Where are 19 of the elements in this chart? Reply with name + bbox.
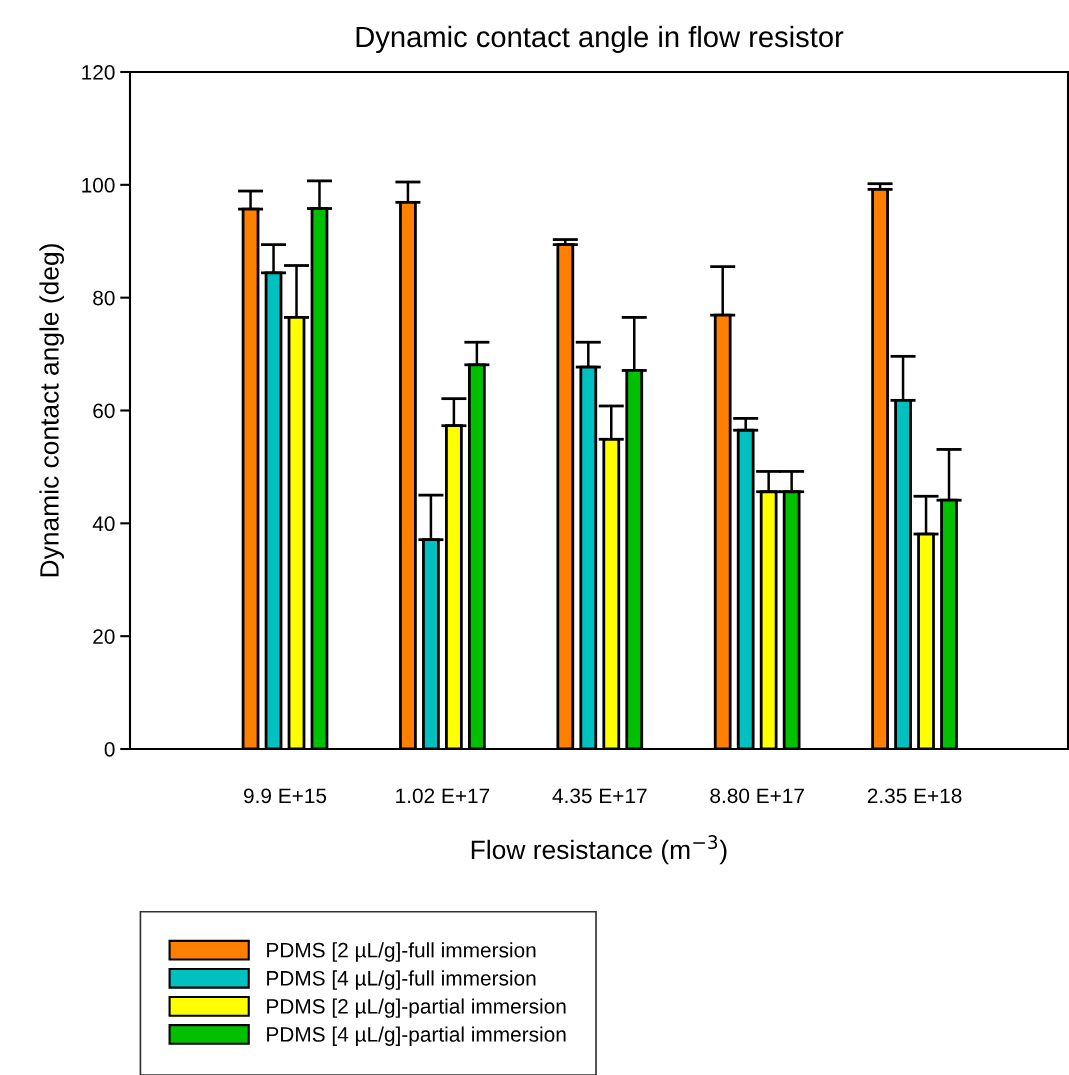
x-tick-label: 2.35 E+18 (867, 788, 962, 804)
y-tick-label: 100 (82, 177, 115, 193)
y-tick-label: 0 (104, 742, 115, 757)
y-axis-title: Dynamic contact angle (deg) (39, 244, 64, 577)
x-tick-label: 8.80 E+17 (710, 788, 804, 804)
legend-label: PDMS [4 µL/g]-partial immersion (267, 1026, 566, 1046)
x-tick-label: 4.35 E+17 (552, 788, 647, 804)
y-tick-label: 80 (93, 290, 115, 306)
x-tick-label: 1.02 E+17 (396, 788, 490, 804)
y-tick-label: 120 (82, 65, 115, 80)
y-tick-label: 40 (92, 516, 115, 532)
legend-label: PDMS [4 µL/g]-full immersion (267, 970, 536, 990)
legend-label: PDMS [2 µL/g]-full immersion (267, 942, 536, 962)
chart-title: Dynamic contact angle in flow resistor (356, 25, 844, 54)
x-tick-label: 9.9 E+15 (244, 788, 327, 804)
x-axis-title: Flow resistance (m$^{−3}$) (471, 835, 727, 865)
y-tick-label: 20 (93, 629, 115, 644)
legend-label: PDMS [2 µL/g]-partial immersion (267, 998, 566, 1018)
y-tick-label: 60 (93, 403, 115, 419)
